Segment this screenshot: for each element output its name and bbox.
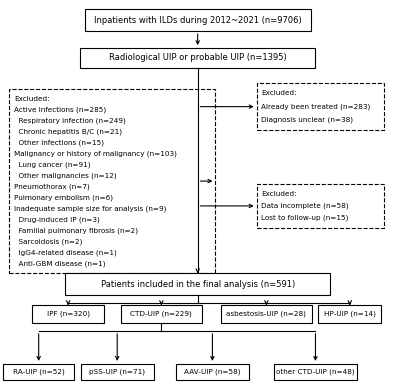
Text: Lost to follow-up (n=15): Lost to follow-up (n=15): [262, 215, 349, 221]
Text: Already been treated (n=283): Already been treated (n=283): [262, 103, 371, 110]
Bar: [176, 364, 249, 380]
Bar: [221, 305, 312, 323]
Bar: [32, 305, 104, 323]
Text: Other malignancies (n=12): Other malignancies (n=12): [14, 172, 117, 179]
Bar: [318, 305, 381, 323]
Text: Radiological UIP or probable UIP (n=1395): Radiological UIP or probable UIP (n=1395…: [109, 54, 286, 63]
Text: Familial pulmonary fibrosis (n=2): Familial pulmonary fibrosis (n=2): [14, 227, 138, 234]
Text: Excluded:: Excluded:: [14, 96, 50, 102]
Text: Pulmonary embolism (n=6): Pulmonary embolism (n=6): [14, 194, 113, 201]
Text: other CTD-UIP (n=48): other CTD-UIP (n=48): [276, 368, 355, 375]
Text: asbestosis-UIP (n=28): asbestosis-UIP (n=28): [226, 311, 306, 317]
Bar: [256, 184, 384, 228]
Text: Other infections (n=15): Other infections (n=15): [14, 140, 104, 146]
Bar: [85, 9, 310, 31]
Text: Malignancy or history of malignancy (n=103): Malignancy or history of malignancy (n=1…: [14, 151, 177, 157]
Bar: [274, 364, 357, 380]
Bar: [256, 83, 384, 131]
Text: Chronic hepatitis B/C (n=21): Chronic hepatitis B/C (n=21): [14, 128, 122, 135]
Text: Data incomplete (n=58): Data incomplete (n=58): [262, 203, 349, 209]
Bar: [121, 305, 202, 323]
Bar: [81, 364, 154, 380]
Text: RA-UIP (n=52): RA-UIP (n=52): [13, 368, 64, 375]
Text: Lung cancer (n=91): Lung cancer (n=91): [14, 161, 91, 168]
Text: Excluded:: Excluded:: [262, 191, 297, 197]
Text: Patients included in the final analysis (n=591): Patients included in the final analysis …: [100, 280, 295, 289]
Text: HP-UIP (n=14): HP-UIP (n=14): [324, 311, 376, 317]
Text: Drug-induced IP (n=3): Drug-induced IP (n=3): [14, 216, 100, 223]
Text: IPF (n=320): IPF (n=320): [47, 311, 90, 317]
Bar: [65, 273, 330, 295]
Text: Sarcoidosis (n=2): Sarcoidosis (n=2): [14, 238, 82, 245]
Text: CTD-UIP (n=229): CTD-UIP (n=229): [130, 311, 192, 317]
Text: Pneumothorax (n=7): Pneumothorax (n=7): [14, 183, 90, 190]
Text: pSS-UIP (n=71): pSS-UIP (n=71): [89, 368, 145, 375]
Text: Respiratory infection (n=249): Respiratory infection (n=249): [14, 117, 126, 124]
Bar: [3, 364, 74, 380]
Text: Excluded:: Excluded:: [262, 90, 297, 97]
Text: Anti-GBM disease (n=1): Anti-GBM disease (n=1): [14, 260, 106, 267]
Text: Inadequate sample size for analysis (n=9): Inadequate sample size for analysis (n=9…: [14, 205, 166, 212]
Text: Diagnosis unclear (n=38): Diagnosis unclear (n=38): [262, 117, 354, 123]
Bar: [9, 89, 215, 273]
Text: Active infections (n=285): Active infections (n=285): [14, 106, 106, 113]
Text: Inpatients with ILDs during 2012~2021 (n=9706): Inpatients with ILDs during 2012~2021 (n…: [94, 16, 302, 25]
Text: IgG4-related disease (n=1): IgG4-related disease (n=1): [14, 249, 117, 256]
Text: AAV-UIP (n=58): AAV-UIP (n=58): [184, 368, 241, 375]
Bar: [80, 48, 316, 68]
